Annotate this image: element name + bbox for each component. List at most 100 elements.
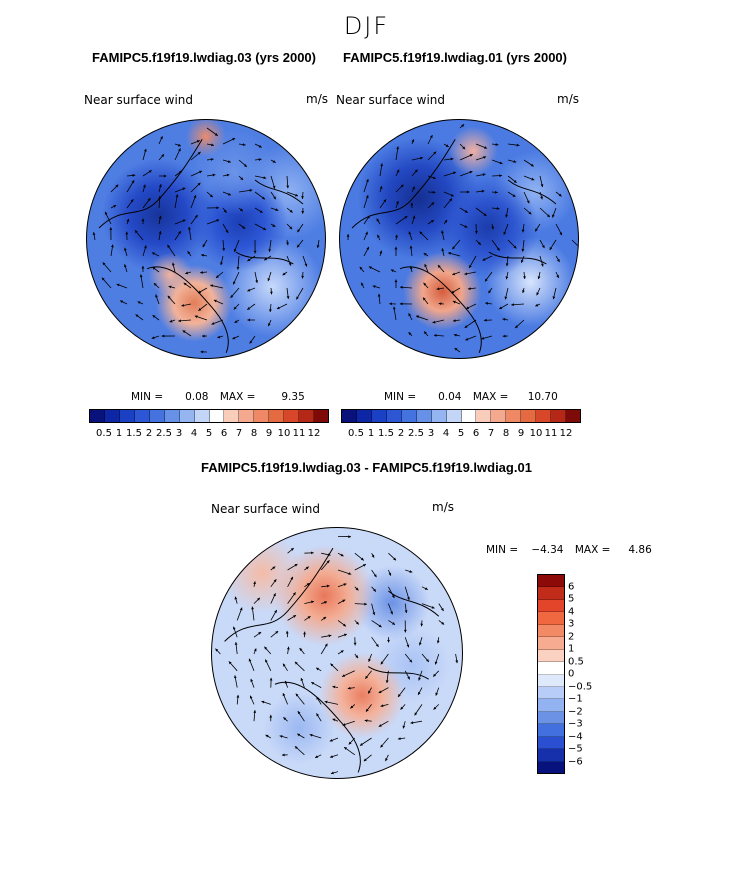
panel1-min-label: MIN = xyxy=(131,391,164,403)
wind-vector-head xyxy=(348,535,351,539)
wind-vector-head xyxy=(273,579,277,583)
wind-vector-head xyxy=(299,648,303,651)
wind-vector-head xyxy=(199,170,203,174)
wind-vector-head xyxy=(402,725,406,729)
colorbar-swatch xyxy=(551,410,567,422)
wind-vector-head xyxy=(395,234,398,238)
wind-vector-head xyxy=(247,258,251,262)
wind-vector-head xyxy=(556,274,559,278)
wind-vector-head xyxy=(329,738,333,742)
colorbar-swatch xyxy=(538,724,564,737)
wind-vector-head xyxy=(316,667,320,671)
wind-vector-head xyxy=(151,252,155,256)
wind-vector-head xyxy=(340,553,344,557)
wind-vector-head xyxy=(269,714,273,718)
wind-vector-head xyxy=(342,599,346,603)
wind-vector-head xyxy=(392,622,396,625)
wind-vector-head xyxy=(265,734,269,738)
wind-vector-head xyxy=(216,275,219,278)
wind-vector-head xyxy=(469,154,473,157)
colorbar-tick-label: −5 xyxy=(568,743,583,755)
wind-vector-head xyxy=(181,303,185,307)
colorbar-swatch xyxy=(538,699,564,712)
colorbar-swatch xyxy=(194,410,210,422)
wind-vector-head xyxy=(194,214,198,218)
wind-vector-head xyxy=(366,246,369,250)
colorbar-swatch xyxy=(401,410,417,422)
colorbar-tick-label: −4 xyxy=(568,731,583,742)
wind-vector-head xyxy=(397,737,401,741)
wind-vector-head xyxy=(344,747,348,750)
wind-vector-head xyxy=(577,246,578,248)
colorbar-swatch xyxy=(104,410,120,422)
panel2-wind-vectors xyxy=(346,124,578,353)
wind-vector-head xyxy=(444,219,448,223)
wind-vector-head xyxy=(275,631,279,634)
colorbar-tick-label: 6 xyxy=(472,428,480,439)
colorbar-swatch xyxy=(299,410,315,422)
wind-vector-head xyxy=(233,306,237,310)
wind-vector-head xyxy=(407,597,410,600)
wind-vector-head xyxy=(332,685,336,689)
wind-vector-head xyxy=(408,231,412,235)
wind-vector-head xyxy=(264,257,268,261)
wind-vector-head xyxy=(324,601,328,604)
wind-vector-head xyxy=(137,301,141,304)
wind-vector-head xyxy=(232,336,236,340)
wind-vector-head xyxy=(491,226,495,230)
colorbar-tick-label: 6 xyxy=(568,581,575,592)
wind-vector-head xyxy=(410,721,414,725)
wind-vector-head xyxy=(131,180,135,184)
wind-vector-head xyxy=(262,196,265,200)
colorbar-swatch xyxy=(284,410,300,422)
wind-vector-head xyxy=(484,146,488,149)
wind-vector-head xyxy=(324,643,328,647)
wind-vector-head xyxy=(232,281,236,285)
wind-vector-head xyxy=(120,300,124,304)
wind-vector-head xyxy=(183,282,187,286)
colorbar-swatch xyxy=(239,410,255,422)
wind-vector-head xyxy=(499,161,503,165)
wind-vector-head xyxy=(537,276,541,280)
colorbar-swatch xyxy=(269,410,285,422)
wind-vector-head xyxy=(116,283,120,287)
wind-vector-head xyxy=(477,242,481,245)
colorbar-swatch xyxy=(538,761,564,773)
wind-vector-head xyxy=(432,176,436,180)
wind-vector-head xyxy=(330,755,333,758)
panel3-colorbar xyxy=(537,574,565,774)
wind-vector-head xyxy=(193,195,197,199)
wind-vector-head xyxy=(521,248,525,252)
colorbar-tick-label: 2 xyxy=(145,428,153,439)
wind-vector-head xyxy=(451,290,455,294)
wind-vector-head xyxy=(531,177,535,181)
wind-vector-head xyxy=(377,293,381,297)
colorbar-swatch xyxy=(254,410,270,422)
wind-vector-head xyxy=(147,198,151,202)
wind-vector-head xyxy=(505,214,508,218)
wind-vector-head xyxy=(450,193,454,197)
wind-vector-head xyxy=(452,272,456,276)
colorbar-tick-label: −0.5 xyxy=(568,681,593,692)
colorbar-swatch xyxy=(356,410,372,422)
wind-vector-head xyxy=(295,693,299,697)
wind-vector-head xyxy=(462,146,466,150)
wind-vector-head xyxy=(196,140,200,143)
wind-vector-head xyxy=(132,174,136,177)
wind-vector-head xyxy=(396,146,400,150)
wind-vector-head xyxy=(392,306,396,310)
panel1-max-label: MAX = xyxy=(219,391,256,403)
wind-vector-head xyxy=(482,258,486,261)
wind-vector-head xyxy=(290,548,294,551)
wind-vector-head xyxy=(247,288,251,292)
wind-vector-head xyxy=(371,554,375,558)
colorbar-tick-label: 4 xyxy=(442,428,450,439)
wind-vector-head xyxy=(311,682,315,685)
wind-vector-head xyxy=(292,592,296,596)
wind-vector-head xyxy=(436,640,440,644)
wind-vector-head xyxy=(365,179,369,183)
wind-vector-head xyxy=(197,182,201,186)
wind-vector-head xyxy=(276,306,280,310)
wind-vector-head xyxy=(272,224,276,227)
wind-vector-head xyxy=(433,333,437,337)
